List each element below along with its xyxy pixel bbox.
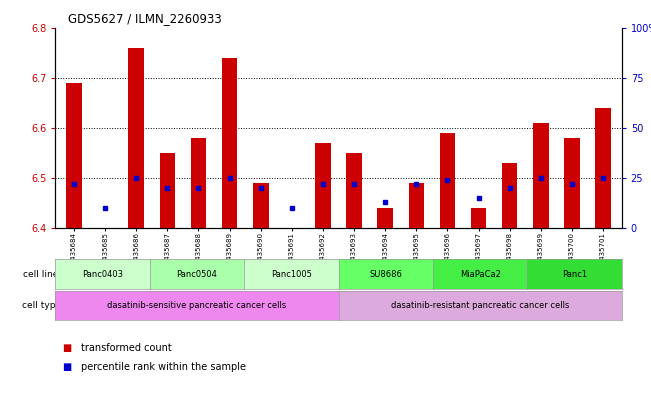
Bar <box>471 208 486 228</box>
Bar <box>378 208 393 228</box>
Bar <box>564 138 579 228</box>
Text: transformed count: transformed count <box>81 343 172 353</box>
Bar <box>595 108 611 228</box>
Text: Panc1: Panc1 <box>562 270 587 279</box>
Text: Panc0504: Panc0504 <box>176 270 217 279</box>
Bar <box>253 183 268 228</box>
Bar <box>346 153 362 228</box>
Bar <box>533 123 549 228</box>
Bar <box>159 153 175 228</box>
Bar <box>315 143 331 228</box>
Bar <box>222 57 238 228</box>
Bar <box>66 83 82 228</box>
Bar <box>439 133 455 228</box>
Text: MiaPaCa2: MiaPaCa2 <box>460 270 501 279</box>
Text: ■: ■ <box>62 343 71 353</box>
Text: percentile rank within the sample: percentile rank within the sample <box>81 362 246 373</box>
Text: GDS5627 / ILMN_2260933: GDS5627 / ILMN_2260933 <box>68 12 222 25</box>
Text: cell type: cell type <box>21 301 61 310</box>
Bar <box>502 163 518 228</box>
Bar <box>191 138 206 228</box>
Text: SU8686: SU8686 <box>369 270 402 279</box>
Text: dasatinib-sensitive pancreatic cancer cells: dasatinib-sensitive pancreatic cancer ce… <box>107 301 286 310</box>
Bar <box>128 48 144 228</box>
Text: cell line: cell line <box>23 270 59 279</box>
Bar <box>409 183 424 228</box>
Text: dasatinib-resistant pancreatic cancer cells: dasatinib-resistant pancreatic cancer ce… <box>391 301 570 310</box>
Text: ■: ■ <box>62 362 71 373</box>
Text: Panc0403: Panc0403 <box>82 270 123 279</box>
Text: Panc1005: Panc1005 <box>271 270 312 279</box>
